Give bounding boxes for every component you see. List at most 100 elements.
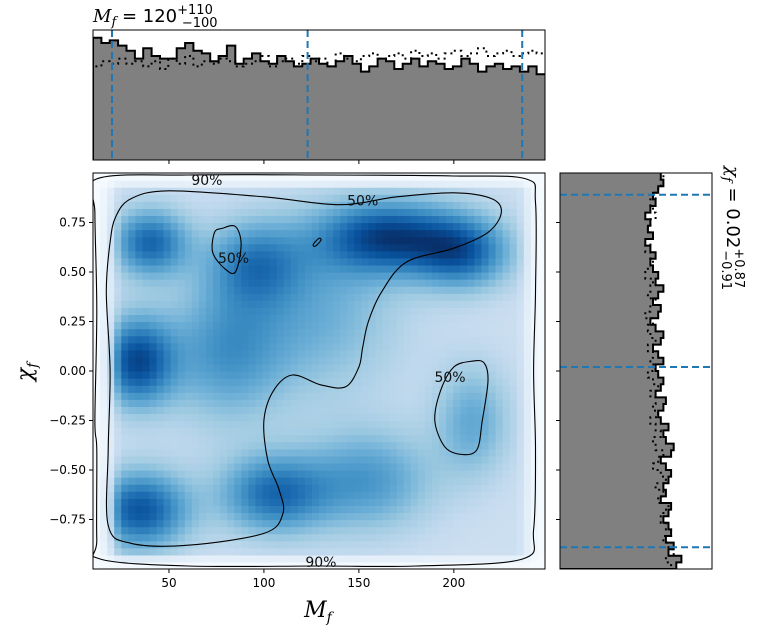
heatmap-cell <box>417 215 426 224</box>
heatmap-cell <box>333 342 341 351</box>
heatmap-cell <box>523 286 532 294</box>
heatmap-cell <box>198 413 207 422</box>
heatmap-cell <box>128 342 136 351</box>
heatmap-cell <box>184 173 193 181</box>
heatmap-cell <box>467 187 475 195</box>
heatmap-cell <box>474 470 483 478</box>
heatmap-cell <box>107 236 115 245</box>
heatmap-cell <box>319 328 327 337</box>
heatmap-cell <box>396 363 405 372</box>
heatmap-cell <box>135 222 144 231</box>
heatmap-cell <box>481 434 490 443</box>
heatmap-cell <box>135 342 144 351</box>
heatmap-cell <box>234 371 242 379</box>
heatmap-cell <box>142 307 151 316</box>
heatmap-cell <box>396 470 405 478</box>
heatmap-cell <box>333 434 341 443</box>
heatmap-cell <box>382 356 391 365</box>
heatmap-cell <box>523 406 532 415</box>
heatmap-cell <box>523 498 532 506</box>
heatmap-cell <box>149 264 158 273</box>
heatmap-cell <box>516 363 525 372</box>
heatmap-cell <box>368 363 377 372</box>
heatmap-cell <box>107 279 115 287</box>
heatmap-cell <box>234 236 242 245</box>
heatmap-cell <box>319 300 327 308</box>
heatmap-cell <box>396 201 405 209</box>
heatmap-cell <box>100 427 108 436</box>
heatmap-cell <box>410 335 419 344</box>
heatmap-cell <box>198 491 207 499</box>
heatmap-cell <box>304 491 313 499</box>
heatmap-cell <box>283 307 292 316</box>
heatmap-cell <box>241 491 249 499</box>
heatmap-cell <box>516 498 525 506</box>
heatmap-cell <box>276 293 285 301</box>
heatmap-cell <box>149 222 158 231</box>
heatmap-cell <box>530 455 539 464</box>
heatmap-cell <box>276 399 285 407</box>
heatmap-cell <box>516 399 525 407</box>
heatmap-cell <box>326 399 334 407</box>
heatmap-cell <box>446 243 454 252</box>
heatmap-cell <box>177 349 186 358</box>
heatmap-cell <box>410 413 419 422</box>
heatmap-cell <box>191 194 200 202</box>
heatmap-cell <box>326 250 334 259</box>
heatmap-cell <box>184 385 193 393</box>
heatmap-cell <box>375 498 384 506</box>
heatmap-cell <box>135 512 144 521</box>
heatmap-cell <box>184 286 193 294</box>
heatmap-cell <box>354 455 362 464</box>
heatmap-cell <box>333 455 341 464</box>
heatmap-cell <box>227 279 235 287</box>
heatmap-cell <box>213 236 221 245</box>
heatmap-cell <box>283 420 292 429</box>
heatmap-cell <box>439 533 447 542</box>
heatmap-cell <box>304 385 313 393</box>
heatmap-cell <box>206 187 214 195</box>
heatmap-cell <box>290 321 299 330</box>
heatmap-cell <box>319 279 327 287</box>
heatmap-cell <box>446 215 454 224</box>
heatmap-cell <box>135 264 144 273</box>
heatmap-cell <box>100 470 108 478</box>
heatmap-cell <box>410 455 419 464</box>
heatmap-cell <box>241 427 249 436</box>
heatmap-cell <box>361 561 370 569</box>
heatmap-cell <box>213 229 221 238</box>
heatmap-cell <box>432 335 440 344</box>
heatmap-cell <box>156 307 165 316</box>
heatmap-cell <box>467 547 475 556</box>
heatmap-cell <box>220 356 228 365</box>
heatmap-cell <box>135 208 144 217</box>
heatmap-cell <box>206 434 214 443</box>
heatmap-cell <box>319 540 327 549</box>
heatmap-cell <box>191 455 200 464</box>
heatmap-cell <box>396 321 405 330</box>
heatmap-cell <box>269 272 278 280</box>
heatmap-cell <box>410 540 419 549</box>
heatmap-cell <box>347 455 355 464</box>
heatmap-cell <box>467 371 475 379</box>
heatmap-cell <box>481 512 490 521</box>
heatmap-cell <box>516 371 525 379</box>
heatmap-cell <box>262 462 271 471</box>
heatmap-cell <box>333 441 341 450</box>
heatmap-cell <box>177 321 186 330</box>
heatmap-cell <box>93 236 101 245</box>
heatmap-cell <box>241 540 249 549</box>
heatmap-cell <box>481 293 490 301</box>
heatmap-cell <box>453 441 461 450</box>
heatmap-cell <box>227 540 235 549</box>
heatmap-cell <box>460 533 468 542</box>
heatmap-cell <box>460 378 468 386</box>
heatmap-cell <box>149 533 158 542</box>
heatmap-cell <box>276 561 285 569</box>
heatmap-cell <box>107 250 115 259</box>
heatmap-cell <box>220 286 228 294</box>
heatmap-cell <box>135 434 144 443</box>
heatmap-cell <box>290 462 299 471</box>
heatmap-cell <box>396 392 405 400</box>
heatmap-cell <box>410 293 419 301</box>
